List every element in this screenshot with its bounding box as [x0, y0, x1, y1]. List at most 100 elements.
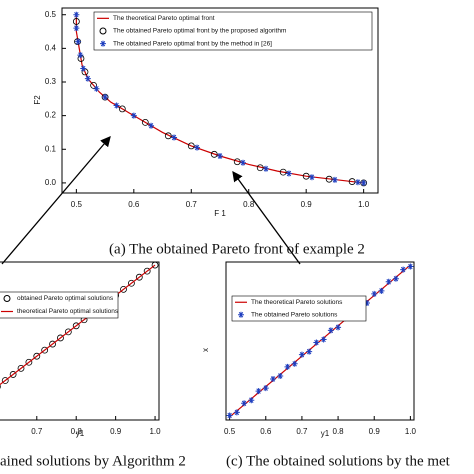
point	[256, 164, 264, 172]
legend-swatch	[3, 295, 11, 302]
point	[233, 158, 241, 166]
x-axis-label: y1	[321, 429, 330, 438]
x-tick-label: 1.0	[405, 427, 417, 436]
point	[284, 363, 291, 370]
point	[75, 38, 82, 45]
point	[148, 122, 155, 129]
point	[164, 132, 172, 140]
point	[298, 351, 305, 358]
x-tick-label: 0.7	[186, 200, 198, 209]
point	[73, 25, 80, 32]
plot-area	[226, 263, 414, 419]
plot-area	[0, 261, 159, 389]
point	[325, 175, 333, 183]
point	[120, 285, 127, 293]
point	[248, 397, 255, 404]
point	[102, 94, 109, 101]
caption: (c) The obtained solutions by the met	[226, 453, 451, 469]
legend-box	[93, 11, 373, 51]
arrow	[232, 170, 301, 265]
point	[279, 168, 287, 176]
x-axis-label: F 1	[214, 209, 226, 218]
y-tick-label: 0.4	[45, 43, 57, 52]
point	[291, 360, 298, 367]
arrow	[1, 136, 111, 265]
x-tick-label: 0.5	[71, 200, 83, 209]
x-tick-label: 0.8	[71, 427, 83, 436]
point	[360, 179, 367, 186]
point	[141, 118, 149, 126]
point	[308, 174, 315, 181]
legend-label: The theoretical Pareto solutions	[251, 299, 343, 306]
legend-swatch	[100, 40, 106, 47]
point	[285, 170, 292, 177]
point	[77, 52, 84, 59]
point	[378, 287, 385, 294]
plot-frame	[225, 261, 415, 421]
x-tick-label: 1.0	[358, 200, 370, 209]
legend-box	[0, 291, 119, 319]
y-tick-label: 0.2	[45, 111, 57, 120]
legend-swatch	[238, 311, 244, 318]
legend-label: The theoretical Pareto optimal front	[113, 15, 215, 22]
point	[49, 340, 56, 348]
point	[262, 165, 269, 172]
point	[25, 358, 33, 366]
point	[41, 346, 49, 354]
point	[64, 328, 72, 336]
point	[262, 385, 269, 392]
plot-frame	[0, 261, 160, 421]
point	[331, 176, 338, 183]
point	[313, 339, 320, 346]
legend-label: theoretical Pareto optimal solutions	[17, 308, 119, 315]
point	[217, 153, 223, 159]
point	[113, 102, 120, 109]
point	[210, 150, 218, 158]
point	[143, 267, 151, 275]
point	[241, 400, 248, 407]
point	[364, 300, 370, 307]
point	[135, 273, 143, 281]
point	[84, 75, 91, 82]
x-tick-label: 0.9	[369, 427, 381, 436]
legend-label: The obtained Pareto solutions	[251, 311, 338, 318]
legend-label: obtained Pareto optimal solutions	[17, 295, 114, 302]
point	[171, 134, 178, 141]
series-line	[0, 264, 156, 386]
point	[72, 322, 80, 330]
point	[354, 179, 361, 186]
point	[128, 279, 135, 287]
series-line	[229, 264, 411, 418]
point	[392, 275, 399, 282]
point	[151, 261, 159, 269]
legend-label: The obtained Pareto optimal front by the…	[113, 28, 286, 35]
point	[255, 388, 262, 395]
point	[33, 352, 41, 360]
point	[73, 11, 80, 18]
point	[371, 290, 378, 297]
point	[72, 18, 80, 25]
point	[93, 85, 100, 92]
point	[194, 144, 201, 151]
point	[302, 172, 310, 180]
caption: (a) The obtained Pareto front of example…	[109, 241, 365, 257]
point	[17, 364, 25, 372]
legend-swatch	[99, 27, 107, 35]
plot-area	[72, 11, 368, 187]
x-tick-label: 0.6	[260, 427, 272, 436]
point	[226, 412, 233, 419]
x-tick-label: 0.7	[31, 427, 43, 436]
point	[327, 327, 334, 334]
x-tick-label: 0.5	[224, 427, 236, 436]
x-tick-label: 0.8	[243, 200, 255, 209]
y-tick-label: 0.3	[45, 77, 57, 86]
point	[57, 334, 64, 342]
point	[118, 105, 126, 113]
legend-label: The obtained Pareto optimal front by the…	[113, 40, 272, 47]
legend-box	[231, 295, 367, 322]
point	[130, 112, 137, 119]
x-tick-label: 0.9	[110, 427, 122, 436]
point	[80, 65, 87, 72]
x-tick-label: 0.9	[301, 200, 313, 209]
